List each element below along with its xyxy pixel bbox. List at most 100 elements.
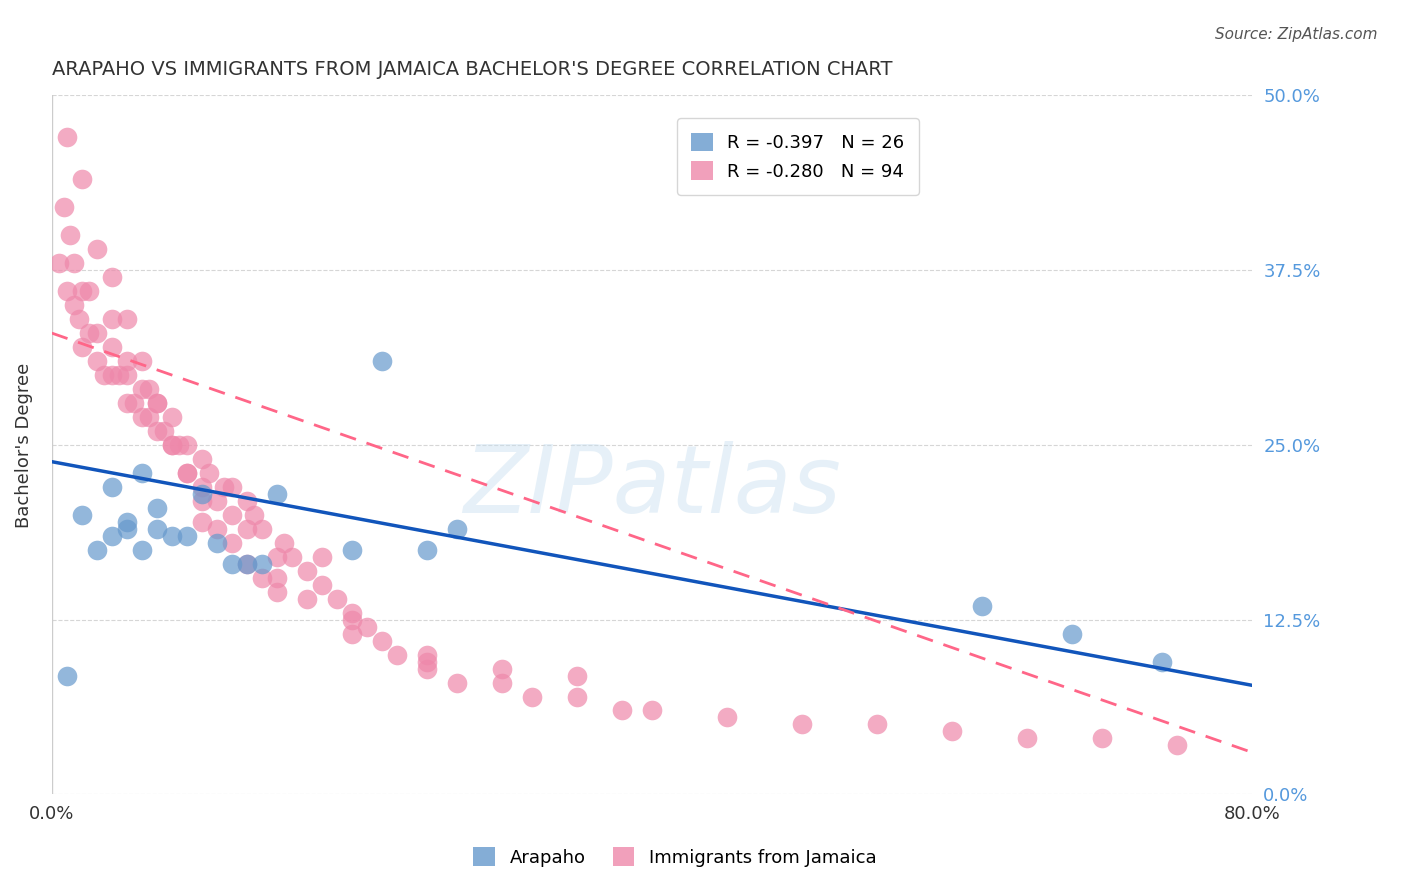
Point (236, 557, 259, 571)
Point (243, 508, 266, 522)
Point (250, 557, 273, 571)
Point (205, 522, 228, 536)
Point (716, 710, 738, 724)
Point (115, 515, 138, 529)
Point (1152, 655, 1174, 669)
Point (416, 648, 439, 662)
Point (866, 717, 889, 731)
Point (416, 542, 439, 557)
Point (446, 522, 468, 536)
Point (1166, 739, 1188, 753)
Text: ARAPAHO VS IMMIGRANTS FROM JAMAICA BACHELOR'S DEGREE CORRELATION CHART: ARAPAHO VS IMMIGRANTS FROM JAMAICA BACHE… (52, 60, 893, 78)
Point (124, 396, 146, 410)
Point (86, 326, 108, 340)
Point (295, 564, 318, 578)
Point (340, 626, 363, 640)
Point (281, 549, 304, 564)
Point (63, 298, 86, 312)
Point (131, 382, 153, 396)
Point (108, 368, 131, 382)
Point (55, 668, 77, 682)
Point (266, 487, 288, 501)
Point (115, 354, 138, 368)
Point (138, 382, 160, 396)
Point (371, 354, 394, 368)
Point (416, 655, 439, 669)
Point (100, 529, 122, 543)
Point (198, 466, 221, 480)
Point (70, 172, 93, 186)
Point (221, 480, 243, 494)
Point (146, 522, 169, 536)
Point (520, 690, 543, 704)
Point (340, 542, 363, 557)
Text: Source: ZipAtlas.com: Source: ZipAtlas.com (1215, 27, 1378, 42)
Point (236, 522, 259, 536)
Point (131, 354, 153, 368)
Point (146, 396, 169, 410)
Point (100, 368, 122, 382)
Point (191, 487, 214, 501)
Point (176, 529, 198, 543)
Point (610, 704, 633, 718)
Point (115, 312, 138, 326)
Point (205, 493, 228, 508)
Point (416, 662, 439, 676)
Point (790, 717, 813, 731)
Point (191, 451, 214, 466)
Point (356, 619, 378, 633)
Point (221, 535, 243, 549)
Point (48, 256, 70, 270)
Point (326, 591, 349, 606)
Point (311, 549, 333, 564)
Point (176, 466, 198, 480)
Point (131, 409, 153, 424)
Point (972, 599, 994, 613)
Point (250, 571, 273, 585)
Point (340, 606, 363, 620)
Point (250, 522, 273, 536)
Point (146, 500, 169, 515)
Point (236, 557, 259, 571)
Point (67, 312, 90, 326)
Point (191, 493, 214, 508)
Point (86, 242, 108, 256)
Point (100, 270, 122, 285)
Y-axis label: Bachelor's Degree: Bachelor's Degree (15, 362, 32, 527)
Text: ZIPatlas: ZIPatlas (463, 442, 841, 533)
Point (52, 200, 75, 214)
Point (191, 515, 214, 529)
Point (160, 529, 183, 543)
Point (191, 480, 214, 494)
Point (1062, 626, 1084, 640)
Point (1017, 731, 1039, 746)
Point (77, 326, 100, 340)
Point (86, 354, 108, 368)
Point (63, 256, 86, 270)
Point (941, 724, 963, 739)
Point (266, 549, 288, 564)
Point (100, 480, 122, 494)
Point (214, 480, 236, 494)
Point (446, 675, 468, 690)
Point (641, 704, 664, 718)
Point (565, 668, 588, 682)
Point (491, 675, 513, 690)
Point (236, 493, 259, 508)
Point (70, 284, 93, 298)
Point (295, 591, 318, 606)
Point (491, 662, 513, 676)
Point (77, 284, 100, 298)
Point (55, 130, 77, 145)
Point (1091, 731, 1114, 746)
Point (70, 340, 93, 354)
Point (311, 577, 333, 591)
Point (266, 571, 288, 585)
Point (340, 613, 363, 627)
Point (176, 438, 198, 452)
Point (146, 424, 169, 438)
Point (115, 396, 138, 410)
Point (160, 438, 183, 452)
Legend: Arapaho, Immigrants from Jamaica: Arapaho, Immigrants from Jamaica (467, 840, 883, 874)
Point (131, 466, 153, 480)
